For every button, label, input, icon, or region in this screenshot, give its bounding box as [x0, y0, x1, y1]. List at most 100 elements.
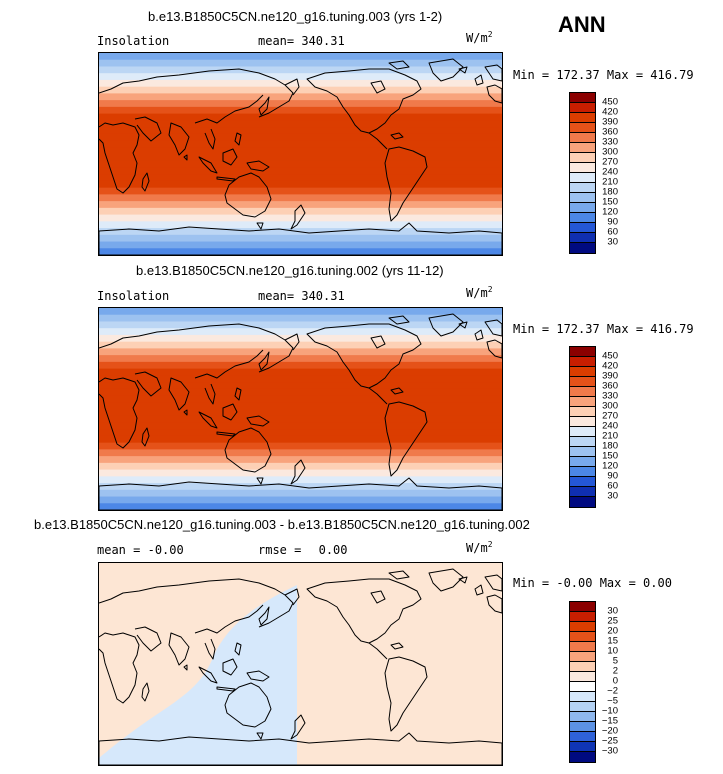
panel-1-units-sup: 2	[487, 30, 493, 39]
colorbar-swatch	[570, 153, 595, 163]
latitude-band	[99, 127, 502, 135]
latitude-band	[99, 140, 502, 148]
latitude-band	[99, 194, 502, 202]
panel-3-rmse-label: rmse =	[258, 543, 302, 557]
coastline	[194, 349, 264, 405]
latitude-band	[99, 341, 502, 349]
colorbar-swatch	[570, 732, 595, 742]
coastline	[384, 656, 428, 732]
colorbar-tick-label: 30	[607, 490, 618, 502]
panel-3-units-text: W/m	[466, 541, 488, 555]
colorbar-swatch	[570, 487, 595, 497]
coastline	[306, 323, 422, 389]
latitude-band	[99, 174, 502, 182]
latitude-band	[99, 328, 502, 336]
latitude-band	[99, 234, 502, 243]
panel-3-units: W/m2	[466, 540, 493, 555]
coastline	[99, 377, 140, 449]
colorbar-tick-label: 120	[602, 206, 618, 218]
panel-2-minmax: Min = 172.37 Max = 416.79	[513, 322, 694, 336]
colorbar-tick-label: 180	[602, 186, 618, 198]
colorbar-tick-label: 150	[602, 196, 618, 208]
coastline	[99, 323, 294, 373]
coastline	[428, 313, 464, 337]
panel-3-mean-label: mean =	[97, 543, 141, 557]
coastline	[168, 632, 190, 666]
colorbar-swatch	[570, 103, 595, 113]
latitude-band	[99, 442, 502, 450]
panel-1-units: W/m2	[466, 30, 493, 45]
coastline	[384, 146, 428, 222]
latitude-band	[99, 180, 502, 189]
colorbar-tick-label: 420	[602, 360, 618, 372]
coastline	[224, 682, 272, 728]
panel-1-minmax: Min = 172.37 Max = 416.79	[513, 68, 694, 82]
panel-2-coastlines	[99, 313, 502, 510]
panel-1-map	[98, 52, 503, 256]
latitude-band	[99, 214, 502, 222]
panel-2-map	[98, 307, 503, 511]
coastline	[384, 401, 428, 477]
coastline	[390, 132, 404, 140]
panel-3-minmax: Min = -0.00 Max = 0.00	[513, 576, 672, 590]
panel-2-variable-label: Insolation	[97, 289, 170, 303]
colorbar-swatch	[570, 407, 595, 417]
colorbar-swatch	[570, 213, 595, 223]
colorbar-swatch	[570, 163, 595, 173]
panel-2-units: W/m2	[466, 285, 493, 300]
coastline	[246, 160, 270, 172]
coastline	[134, 626, 162, 652]
coastline	[370, 60, 410, 94]
coastline	[458, 319, 502, 341]
coastline	[99, 632, 140, 704]
latitude-band	[99, 375, 502, 383]
colorbar-swatch	[570, 397, 595, 407]
panel-1-units-text: W/m	[466, 31, 488, 45]
coastline	[183, 409, 188, 416]
colorbar-tick-label: 25	[607, 615, 618, 627]
colorbar-tick-label: 330	[602, 390, 618, 402]
colorbar-swatch	[570, 652, 595, 662]
colorbar-tick-label: 5	[612, 655, 618, 667]
colorbar-swatch	[570, 672, 595, 682]
latitude-band	[99, 449, 502, 457]
latitude-band	[99, 402, 502, 410]
coastline	[370, 570, 410, 604]
coastline	[390, 642, 404, 650]
latitude-band	[99, 241, 502, 249]
coastline	[368, 132, 388, 150]
latitude-band	[99, 415, 502, 424]
panel-1-colorbar	[569, 92, 596, 254]
latitude-band	[99, 308, 502, 316]
colorbar-swatch	[570, 722, 595, 732]
colorbar-swatch	[570, 682, 595, 692]
latitude-band	[99, 248, 502, 255]
colorbar-swatch	[570, 173, 595, 183]
colorbar-swatch	[570, 183, 595, 193]
colorbar-swatch	[570, 632, 595, 642]
coastline	[258, 606, 270, 626]
latitude-band	[99, 368, 502, 376]
colorbar-swatch	[570, 377, 595, 387]
panel-3-colorbar-labels: 30 25 20 15 10 5 2 0 −2 −5 −10 −15 −20 −25 −30	[598, 601, 618, 761]
panel-1-mean: mean= 340.31	[258, 34, 345, 48]
colorbar-swatch	[570, 612, 595, 622]
colorbar-tick-label: 90	[607, 216, 618, 228]
latitude-band	[99, 348, 502, 356]
coastline	[99, 68, 294, 118]
colorbar-swatch	[570, 602, 595, 612]
latitude-band	[99, 395, 502, 403]
coastline	[141, 427, 150, 447]
colorbar-swatch	[570, 93, 595, 103]
coastline	[194, 94, 264, 150]
colorbar-swatch	[570, 692, 595, 702]
panel-1-title: b.e13.B1850C5CN.ne120_g16.tuning.003 (yr…	[148, 9, 443, 24]
colorbar-swatch	[570, 662, 595, 672]
panel-3-rmse-value: 0.00	[318, 543, 348, 557]
latitude-band	[99, 503, 502, 510]
colorbar-tick-label: 180	[602, 440, 618, 452]
panel-1-map-svg	[99, 53, 502, 255]
panel-2-colorbar	[569, 346, 596, 508]
coastline	[486, 594, 502, 614]
panel-1-colorbar-labels: 450 420 390 360 330 300 270 240 210 180 150 120 90 60…	[598, 92, 618, 252]
